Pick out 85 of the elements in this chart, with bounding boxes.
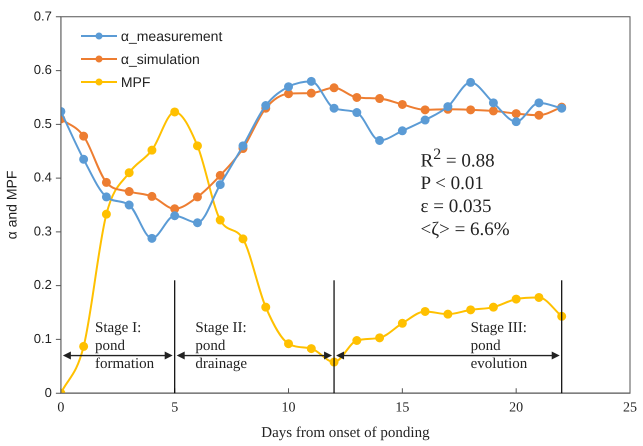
annotation: P < 0.01 bbox=[420, 172, 485, 196]
point bbox=[79, 342, 88, 351]
x-tick-label: 25 bbox=[623, 400, 637, 416]
point bbox=[398, 318, 407, 328]
point bbox=[102, 192, 111, 202]
x-tick-label: 0 bbox=[57, 400, 64, 416]
point bbox=[534, 110, 544, 120]
point bbox=[170, 204, 180, 214]
y-tick-label: 0.3 bbox=[34, 223, 52, 238]
point bbox=[261, 101, 270, 110]
point bbox=[284, 339, 294, 348]
y-tick-label: 0.5 bbox=[34, 116, 52, 131]
point bbox=[238, 234, 248, 244]
point bbox=[443, 310, 452, 319]
point bbox=[124, 200, 134, 210]
point bbox=[102, 210, 111, 219]
point bbox=[352, 92, 362, 102]
point bbox=[398, 100, 407, 109]
point bbox=[375, 333, 384, 342]
annotation: <ζ> = 6.6% bbox=[420, 218, 510, 242]
point bbox=[443, 102, 452, 112]
y-tick-label: 0.4 bbox=[34, 170, 52, 185]
annotation: Stage II: pond drainage bbox=[195, 318, 248, 373]
annotation: Stage I: pond formation bbox=[95, 318, 154, 373]
point bbox=[330, 104, 339, 113]
y-axis-title: α and MPF bbox=[3, 170, 20, 240]
point bbox=[216, 170, 225, 180]
legend-label: MPF bbox=[120, 74, 150, 90]
point bbox=[330, 83, 339, 92]
point bbox=[284, 82, 294, 92]
point bbox=[398, 126, 407, 136]
point bbox=[170, 107, 180, 116]
annotation: R$^{2}$ = 0.88 bbox=[420, 145, 496, 172]
y-tick-label: 0.7 bbox=[34, 8, 52, 24]
point bbox=[352, 108, 362, 118]
point bbox=[192, 218, 202, 228]
point bbox=[216, 180, 225, 190]
point bbox=[420, 105, 430, 114]
point bbox=[352, 336, 362, 346]
point bbox=[466, 78, 476, 87]
point bbox=[79, 132, 88, 141]
point bbox=[512, 117, 521, 126]
y-tick-label: 0 bbox=[44, 384, 52, 400]
point bbox=[488, 106, 498, 116]
point bbox=[488, 302, 498, 312]
point bbox=[306, 76, 316, 86]
y-tick-label: 0.1 bbox=[34, 331, 52, 346]
point bbox=[192, 192, 202, 202]
point bbox=[147, 146, 156, 155]
x-tick-label: 15 bbox=[395, 400, 410, 416]
point bbox=[512, 109, 521, 118]
legend-label: α_simulation bbox=[120, 51, 200, 68]
point bbox=[124, 187, 134, 196]
point bbox=[488, 98, 498, 108]
point bbox=[534, 98, 544, 108]
point bbox=[79, 154, 88, 164]
point bbox=[375, 136, 384, 145]
x-tick-label: 5 bbox=[171, 400, 178, 416]
y-tick-label: 0.6 bbox=[34, 62, 52, 78]
annotation: ε = 0.035 bbox=[420, 195, 492, 218]
point bbox=[375, 94, 384, 104]
point bbox=[261, 302, 270, 312]
point bbox=[420, 306, 430, 316]
point bbox=[284, 89, 294, 98]
point bbox=[102, 178, 111, 187]
point bbox=[216, 216, 225, 225]
point bbox=[147, 192, 156, 201]
point bbox=[306, 344, 316, 354]
point bbox=[512, 294, 521, 304]
annotation: Stage III: pond evolution bbox=[470, 318, 528, 373]
point bbox=[420, 116, 430, 125]
point bbox=[466, 305, 476, 314]
point bbox=[147, 234, 156, 243]
point bbox=[192, 141, 202, 150]
point bbox=[238, 141, 248, 150]
point bbox=[466, 105, 476, 114]
legend-label: α_measurement bbox=[120, 28, 222, 44]
y-tick-label: 0.2 bbox=[34, 277, 52, 292]
x-axis-title: Days from onset of ponding bbox=[261, 424, 430, 441]
point bbox=[170, 211, 180, 220]
x-tick-label: 10 bbox=[282, 400, 296, 416]
x-tick-label: 20 bbox=[509, 400, 524, 416]
point bbox=[534, 292, 544, 302]
point bbox=[306, 88, 316, 98]
point bbox=[124, 168, 134, 178]
